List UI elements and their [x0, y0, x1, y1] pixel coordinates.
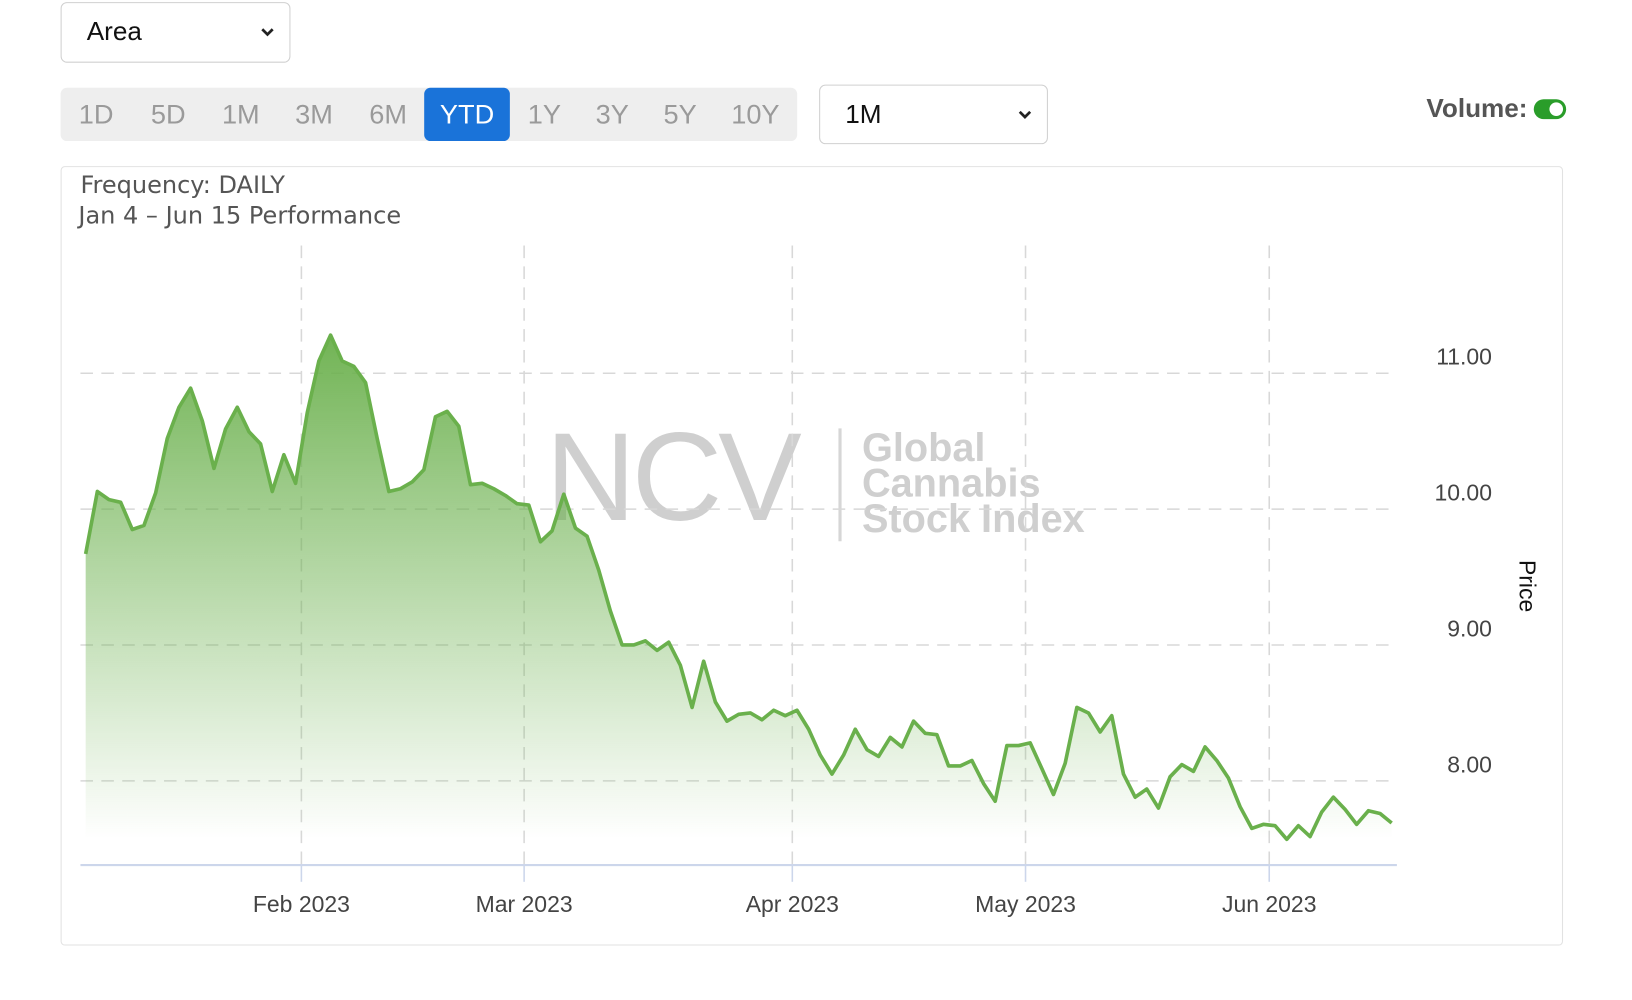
chart-type-value: Area [86, 17, 142, 47]
range-button[interactable]: YTD [424, 87, 510, 142]
watermark-text: Cannabis [862, 461, 1041, 505]
y-tick-label: 10.00 [1434, 480, 1491, 506]
watermark-logo: NCV [545, 407, 802, 547]
chart-title: Frequency: DAILY [80, 171, 285, 199]
volume-toggle[interactable] [1533, 99, 1567, 120]
interval-select[interactable]: 1M [819, 84, 1048, 145]
chevron [261, 28, 274, 37]
price-line [83, 333, 1393, 842]
x-tick-label: Apr 2023 [746, 891, 839, 917]
chevron [1018, 110, 1032, 119]
range-button[interactable]: 3M [295, 98, 333, 130]
volume-label: Volume: [1426, 94, 1528, 124]
range-button[interactable]: 1Y [527, 98, 561, 130]
y-tick-label: 9.00 [1447, 615, 1492, 641]
range-button[interactable]: 5D [150, 98, 186, 130]
range-button[interactable]: 3Y [595, 98, 629, 130]
chart-type-select[interactable]: Area [60, 2, 291, 63]
chart-subtitle: Jan 4 – Jun 15 Performance [76, 201, 401, 229]
toggle-knob [1549, 102, 1564, 116]
range-button[interactable]: 6M [369, 98, 408, 130]
range-button[interactable]: 10Y [731, 98, 780, 130]
chart-card [60, 166, 1564, 946]
x-tick-label: Mar 2023 [476, 891, 573, 917]
range-button[interactable]: 1M [221, 98, 260, 130]
area-fill [85, 335, 1392, 866]
y-tick-label: 11.00 [1436, 344, 1492, 370]
y-tick-label: 8.00 [1447, 751, 1492, 777]
range-selector: 1D 5D 1M 3M 6M YTD 1Y 3Y 5Y 10Y [60, 87, 798, 142]
watermark-text: Stock Index [862, 497, 1085, 541]
x-tick-label: May 2023 [975, 891, 1076, 917]
watermark-text: Global [862, 426, 985, 470]
y-axis-label: Price [1514, 560, 1540, 612]
x-tick-label: Feb 2023 [253, 891, 350, 917]
range-button[interactable]: 5Y [663, 98, 697, 130]
interval-value: 1M [845, 99, 882, 129]
range-button[interactable]: 1D [78, 98, 114, 130]
x-tick-label: Jun 2023 [1222, 891, 1317, 917]
